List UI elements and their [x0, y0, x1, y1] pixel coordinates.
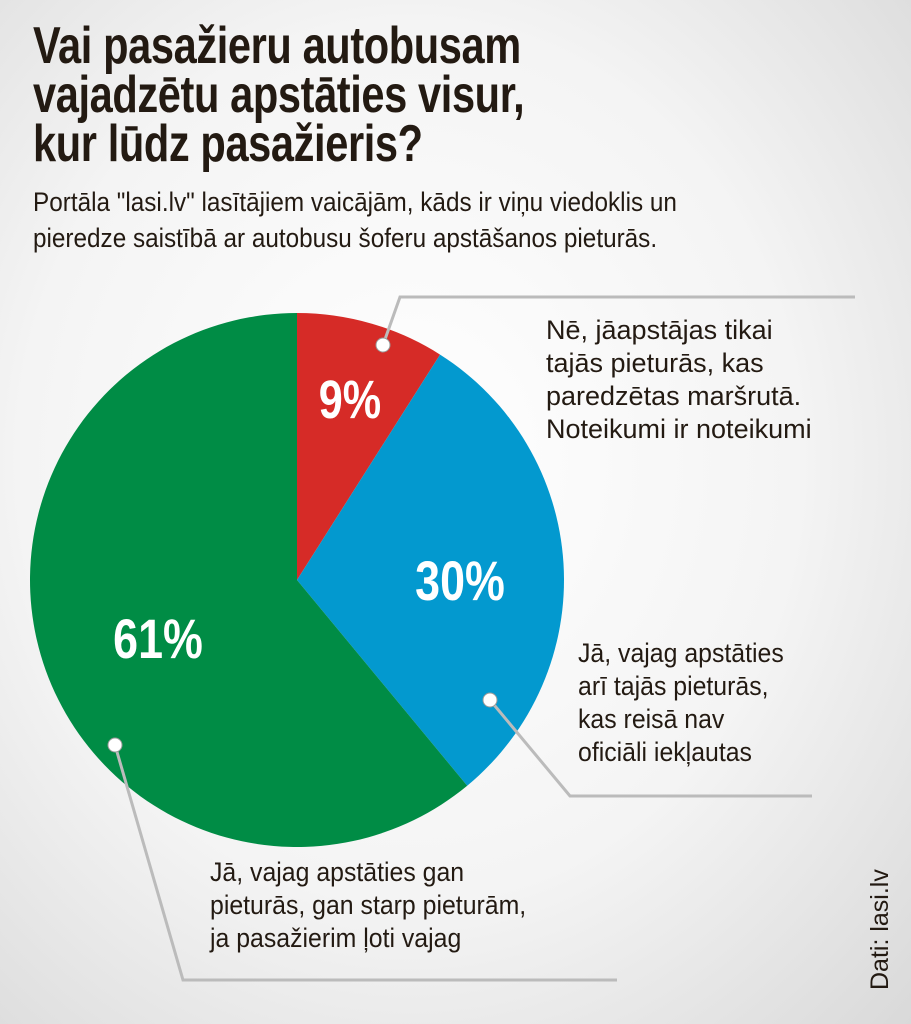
pie-slice-1	[297, 354, 564, 786]
slice-label-green: 61%	[113, 607, 203, 670]
label-line: Nē, jāapstājas tikai	[546, 315, 773, 345]
legend-label-no: Nē, jāapstājas tikai tajās pieturās, kas…	[546, 314, 812, 446]
label-line: Noteikumi ir noteikumi	[546, 414, 812, 444]
pie-slice-0	[297, 313, 441, 580]
leader-line-blue	[488, 699, 812, 798]
subtitle-line: Portāla "lasi.lv" lasītājiem vaicājām, k…	[33, 187, 677, 217]
leader-dot	[375, 337, 391, 353]
page-title: Vai pasažieru autobusam vajadzētu apstāt…	[33, 17, 525, 173]
label-line: Jā, vajag apstāties gan	[210, 857, 465, 887]
legend-label-yes-official: Jā, vajag apstāties arī tajās pieturās, …	[578, 637, 784, 769]
pie-slice-2	[29, 313, 468, 848]
label-line: pieturās, gan starp pieturām,	[210, 890, 527, 920]
label-line: oficiāli iekļautas	[578, 737, 752, 767]
slice-label-red: 9%	[319, 371, 381, 431]
title-line: kur lūdz pasažieris?	[33, 115, 423, 173]
leader-dot	[107, 737, 123, 753]
subtitle-line: pieredze saistībā ar autobusu šoferu aps…	[33, 223, 658, 253]
title-line: vajadzētu apstāties visur,	[33, 66, 525, 124]
label-line: kas reisā nav	[578, 704, 725, 734]
source-credit: Dati: lasi.lv	[866, 869, 894, 990]
legend-label-yes-anywhere: Jā, vajag apstāties gan pieturās, gan st…	[210, 856, 526, 955]
label-line: paredzētas maršrutā.	[546, 381, 802, 411]
label-line: ja pasažierim ļoti vajag	[210, 923, 462, 953]
leader-line-green	[113, 744, 617, 982]
leader-line-red	[381, 295, 855, 346]
leader-dot	[482, 692, 498, 708]
subtitle: Portāla "lasi.lv" lasītājiem vaicājām, k…	[33, 184, 677, 256]
label-line: arī tajās pieturās,	[578, 671, 769, 701]
title-line: Vai pasažieru autobusam	[33, 17, 521, 75]
leader-lines	[113, 295, 855, 982]
slice-label-blue: 30%	[415, 549, 505, 612]
label-line: tajās pieturās, kas	[546, 348, 764, 378]
label-line: Jā, vajag apstāties	[578, 638, 784, 668]
